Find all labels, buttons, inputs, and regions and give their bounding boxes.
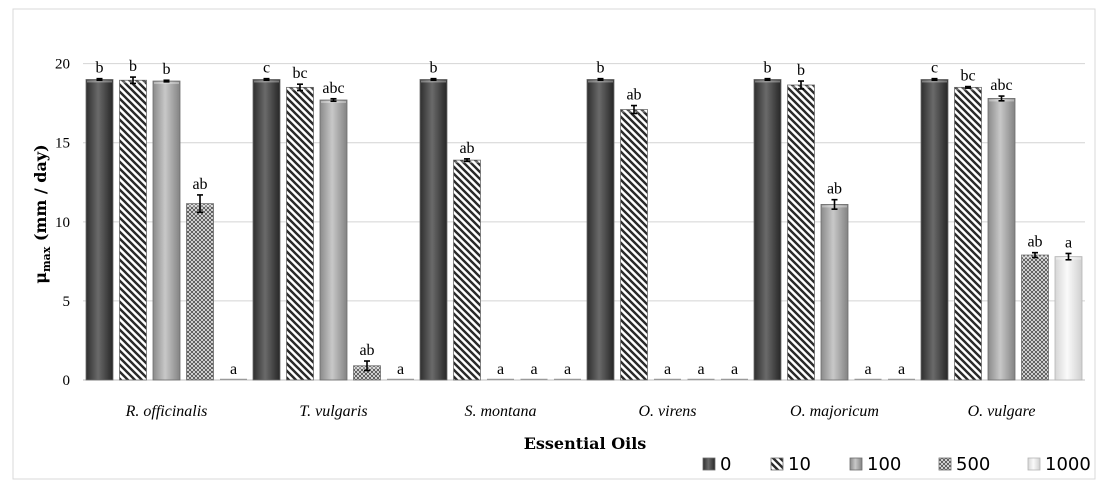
y-tick-label: 20	[55, 57, 70, 73]
bar-highlight	[755, 80, 780, 83]
y-axis-title-main: μ	[31, 272, 50, 284]
data-label: a	[697, 361, 704, 378]
chart-frame	[12, 8, 1096, 480]
bars-layer	[85, 76, 1083, 381]
data-label: b	[129, 58, 137, 75]
data-label: abc	[322, 80, 344, 97]
data-label: ab	[827, 181, 842, 198]
data-label: c	[931, 60, 938, 77]
y-axis-title: μmax (mm / day)	[31, 144, 53, 283]
bar	[152, 80, 181, 381]
data-label: b	[96, 60, 104, 77]
bar	[186, 203, 214, 381]
bar	[586, 79, 615, 381]
legend-label: 10	[788, 454, 811, 475]
legend-label: 100	[867, 454, 901, 475]
bar	[753, 79, 782, 381]
data-label: a	[497, 361, 504, 378]
data-label: b	[597, 60, 605, 77]
bar	[453, 159, 481, 381]
bar	[820, 204, 849, 381]
y-tick-label: 15	[55, 136, 70, 152]
bar	[987, 98, 1016, 381]
data-label: b	[430, 60, 438, 77]
x-tick-label: O. vulgare	[968, 403, 1036, 420]
bar	[419, 79, 448, 381]
bar	[1054, 256, 1083, 381]
legend-swatch	[1027, 457, 1041, 471]
bar	[787, 84, 815, 381]
data-label: ab	[459, 140, 474, 157]
x-tick-label: T. vulgaris	[299, 403, 367, 420]
data-label: a	[230, 361, 237, 378]
y-tick-label: 10	[55, 215, 70, 231]
bar-highlight	[254, 80, 279, 83]
y-tick-label: 5	[63, 294, 71, 310]
legend: 0 10 100 500 1000	[702, 454, 1091, 475]
bar-highlight	[588, 80, 613, 83]
data-label: b	[764, 60, 772, 77]
data-label: a	[731, 361, 738, 378]
data-label: ab	[626, 87, 641, 104]
data-label: bc	[292, 65, 307, 82]
bar	[620, 109, 648, 381]
data-label: ab	[1027, 234, 1042, 251]
bar	[954, 86, 982, 381]
data-label: a	[397, 361, 404, 378]
x-axis-title: Essential Oils	[524, 434, 647, 453]
legend-swatch	[702, 457, 716, 471]
bar-highlight	[87, 80, 112, 83]
y-axis-title-rest: (mm / day)	[31, 144, 50, 246]
bar	[286, 86, 314, 381]
bar	[252, 79, 281, 381]
legend-label: 1000	[1045, 454, 1091, 475]
legend-swatch	[770, 457, 784, 471]
data-label: c	[263, 60, 270, 77]
legend-label: 500	[956, 454, 990, 475]
bar	[319, 99, 348, 381]
y-tick-label: 0	[63, 373, 71, 389]
data-label: a	[564, 361, 571, 378]
data-label: a	[664, 361, 671, 378]
bar	[119, 79, 147, 381]
legend-label: 0	[720, 454, 731, 475]
data-label: a	[898, 361, 905, 378]
data-label: abc	[990, 77, 1012, 94]
data-label: a	[864, 361, 871, 378]
data-label: b	[797, 62, 805, 79]
bar	[920, 79, 949, 381]
data-label: bc	[960, 68, 975, 85]
bar-highlight	[154, 82, 179, 85]
bar	[1021, 254, 1049, 381]
data-label: ab	[359, 342, 374, 359]
bar-highlight	[955, 88, 981, 91]
x-tick-label: O. virens	[638, 403, 696, 420]
data-label: a	[1065, 234, 1072, 251]
grid-layer: 0 5 10 15 20 μmax (mm / day) Essential Oils	[12, 8, 1096, 480]
y-axis-title-sub: max	[40, 246, 53, 272]
data-label: b	[163, 61, 171, 78]
data-label: a	[530, 361, 537, 378]
legend-swatch	[849, 457, 863, 471]
bar-highlight	[922, 80, 947, 83]
legend-swatch	[938, 457, 952, 471]
bar	[85, 79, 114, 381]
bar-highlight	[421, 80, 446, 83]
data-label: ab	[192, 176, 207, 193]
x-tick-label: R. officinalis	[125, 403, 208, 420]
x-tick-label: S. montana	[465, 403, 537, 420]
x-tick-label: O. majoricum	[790, 403, 879, 420]
